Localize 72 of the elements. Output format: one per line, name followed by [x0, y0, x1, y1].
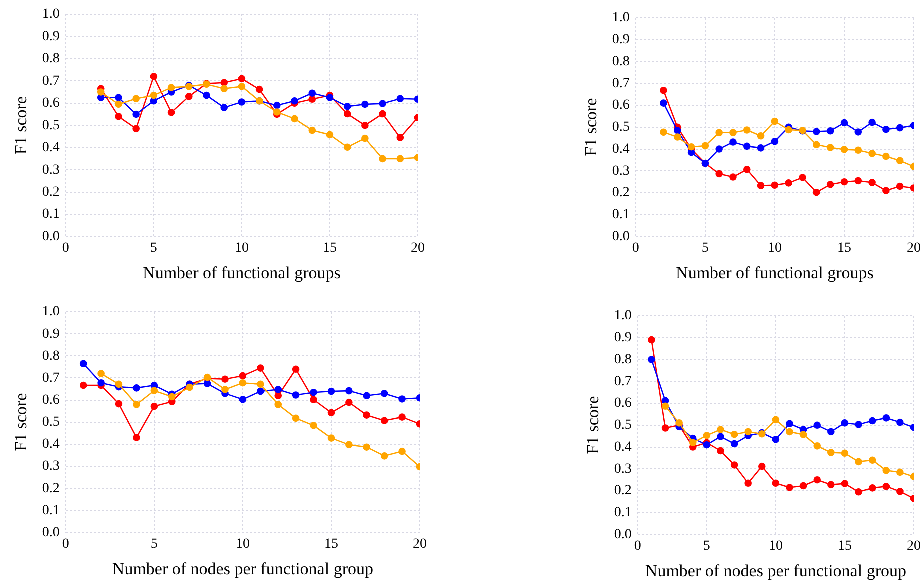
y-tick-label: 1.0 [42, 7, 60, 22]
y-tick-label: 0.7 [42, 74, 60, 89]
y-tick-label: 0.6 [614, 396, 632, 412]
y-tick-label: 1.0 [42, 304, 60, 320]
y-axis-title: F1 score [582, 98, 601, 156]
y-tick-label: 0.3 [42, 459, 60, 474]
x-tick-label: 15 [322, 240, 337, 256]
x-tick-label: 15 [837, 240, 852, 256]
x-tick-label: 0 [62, 536, 70, 552]
x-tick-label: 15 [838, 538, 852, 554]
y-tick-label: 0.6 [612, 98, 630, 114]
y-tick-label: 0.5 [612, 120, 630, 136]
x-tick-label: 20 [413, 536, 427, 552]
y-tick-label: 0.1 [612, 208, 630, 223]
y-tick-label: 0.8 [42, 348, 60, 364]
y-tick-label: 0.8 [42, 52, 60, 67]
y-tick-label: 0.4 [612, 142, 630, 157]
y-tick-label: 0.3 [42, 162, 60, 178]
y-tick-label: 0.2 [42, 481, 60, 496]
y-tick-label: 0.4 [42, 437, 60, 452]
x-axis-title: Number of nodes per functional group [645, 561, 906, 580]
y-tick-label: 0.2 [614, 484, 632, 499]
y-tick-label: 0.0 [42, 229, 60, 244]
x-tick-label: 5 [702, 240, 709, 256]
y-tick-label: 0.6 [42, 392, 60, 408]
x-axis-title: Number of functional groups [676, 263, 874, 282]
y-tick-label: 0.1 [42, 503, 60, 518]
x-tick-label: 10 [768, 538, 783, 554]
y-tick-label: 0.5 [614, 418, 632, 434]
x-tick-label: 5 [703, 538, 710, 554]
y-tick-label: 0.6 [42, 96, 60, 112]
y-tick-label: 0.7 [42, 370, 60, 386]
y-tick-label: 1.0 [612, 10, 630, 26]
y-tick-label: 0.1 [614, 506, 632, 521]
y-axis-title: F1 score [584, 396, 603, 454]
y-tick-label: 0.3 [614, 462, 632, 477]
x-tick-label: 0 [632, 240, 640, 256]
x-tick-label: 20 [411, 240, 425, 256]
y-tick-label: 0.8 [612, 54, 630, 70]
y-tick-label: 1.0 [614, 308, 632, 324]
x-tick-label: 5 [150, 536, 158, 552]
y-tick-label: 0.5 [42, 415, 60, 430]
y-tick-label: 0.9 [614, 330, 632, 346]
y-tick-label: 0.7 [614, 374, 632, 390]
y-axis-title: F1 score [12, 96, 31, 155]
y-axis-title: F1 score [12, 393, 31, 452]
x-tick-label: 0 [62, 240, 70, 256]
x-tick-label: 10 [768, 240, 782, 256]
x-tick-label: 20 [907, 538, 921, 554]
x-tick-label: 5 [150, 240, 158, 256]
y-tick-label: 0.9 [612, 32, 630, 48]
y-tick-label: 0.7 [612, 76, 630, 92]
y-tick-label: 0.4 [42, 140, 60, 156]
y-tick-label: 0.2 [612, 186, 630, 201]
x-axis-title: Number of functional groups [143, 263, 341, 282]
x-tick-label: 10 [234, 240, 249, 256]
y-tick-label: 0.3 [612, 164, 630, 179]
y-tick-label: 0.8 [614, 352, 632, 368]
y-tick-label: 0.2 [42, 184, 60, 200]
y-tick-label: 0.4 [614, 440, 632, 455]
y-tick-label: 0.9 [42, 326, 60, 342]
x-tick-label: 0 [634, 538, 642, 554]
y-tick-label: 0.0 [614, 527, 632, 542]
y-tick-label: 0.0 [42, 525, 60, 540]
x-tick-label: 10 [236, 536, 250, 552]
y-tick-label: 0.0 [612, 229, 630, 244]
y-tick-label: 0.1 [42, 207, 60, 222]
x-axis-title: Number of nodes per functional group [112, 559, 374, 578]
x-tick-label: 15 [324, 536, 338, 552]
y-tick-label: 0.5 [42, 118, 60, 134]
x-tick-label: 20 [907, 240, 921, 256]
y-tick-label: 0.9 [42, 29, 60, 44]
